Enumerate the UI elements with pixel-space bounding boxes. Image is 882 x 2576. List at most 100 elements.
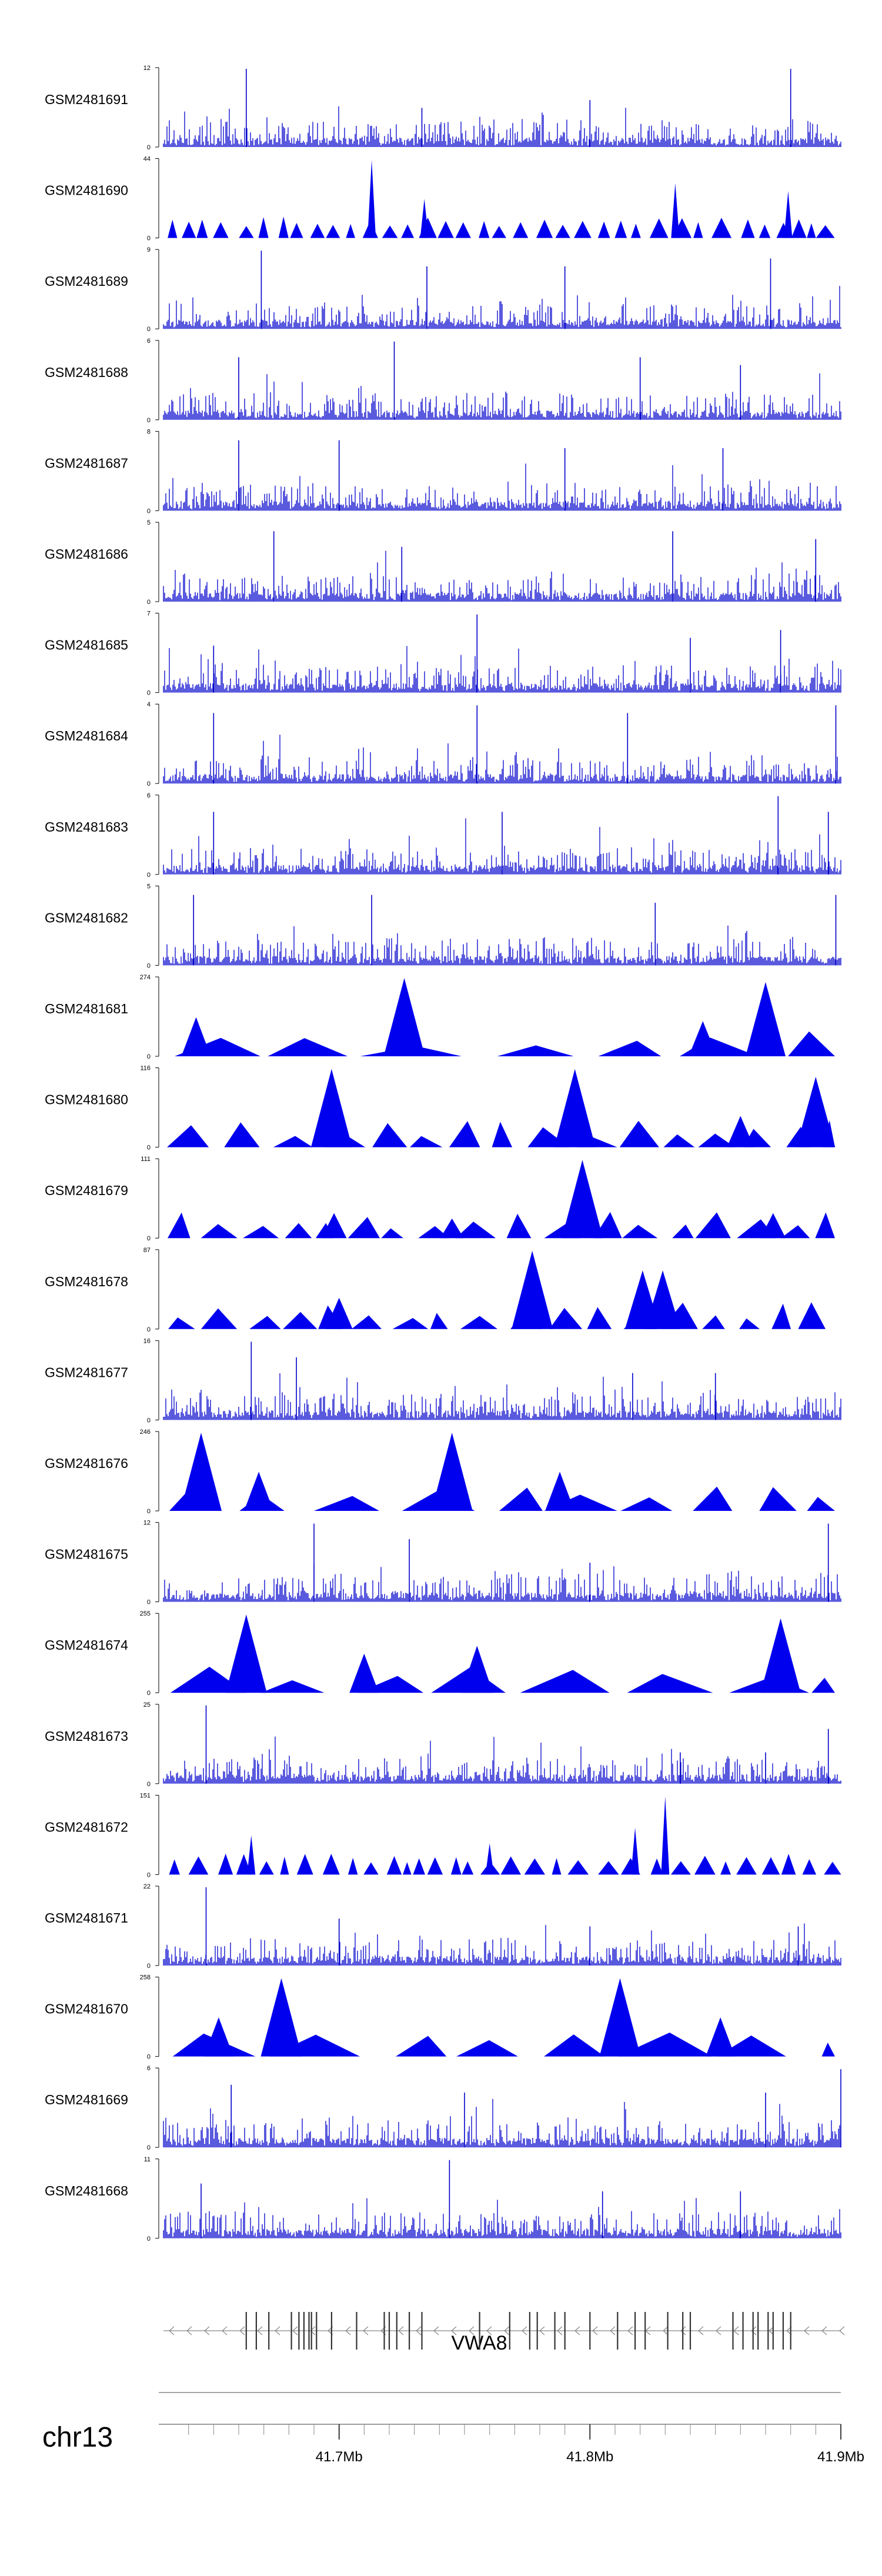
track-GSM2481669: GSM2481669 6 0 [45,2065,841,2151]
y-max-label: 6 [147,792,151,799]
track-GSM2481671: GSM2481671 22 0 [45,1883,841,1970]
signal-bars [163,106,841,147]
y-max-label: 255 [140,1610,151,1617]
track-label: GSM2481685 [45,638,128,653]
signal-segment [430,1313,448,1329]
signal-segment [821,2043,835,2057]
signal-segment [167,1125,209,1147]
strand-arrow [204,2326,210,2335]
signal-peak [368,159,376,238]
signal-segment [401,224,415,238]
signal-segment [168,219,178,238]
signal-segment [290,223,303,238]
track-GSM2481691: GSM2481691 12 0 [45,65,841,151]
signal-segment [499,1487,543,1511]
signal-segment [348,1217,380,1239]
signal-peak [631,1827,640,1875]
signal-segment [201,1308,238,1329]
signal-bars [163,2098,841,2148]
signal-segment [492,1122,513,1147]
signal-segment [392,1318,429,1329]
strand-arrow [539,2326,545,2335]
signal-bars [163,1373,841,1420]
y-max-label: 44 [143,156,151,163]
signal-segment [663,1134,695,1147]
signal-segment [650,1858,663,1875]
signal-peak [203,2017,233,2057]
signal-segment [310,223,325,238]
y-max-label: 11 [144,2156,151,2163]
signal-segment [720,1861,731,1875]
signal-bars [163,1736,841,1784]
signal-peak [321,1213,347,1239]
track-GSM2481668: GSM2481668 11 0 [45,2156,841,2243]
signal-segment [437,221,454,238]
strand-arrow [821,2326,827,2335]
y-max-label: 258 [140,1974,151,1981]
y-min-label: 0 [147,1508,151,1515]
track-GSM2481678: GSM2481678 87 0 [45,1247,826,1333]
track-label: GSM2481673 [45,1729,128,1744]
signal-peak [244,1471,274,1511]
y-max-label: 7 [147,610,151,618]
y-max-label: 87 [143,1247,151,1254]
strand-arrow [398,2326,404,2335]
track-GSM2481679: GSM2481679 111 0 [45,1156,835,1242]
signal-peak [796,1076,836,1147]
signal-peak [689,1021,717,1056]
signal-segment [574,221,592,238]
signal-peak [440,1218,464,1239]
track-label: GSM2481674 [45,1637,128,1653]
signal-bars [163,646,841,693]
signal-segment [413,1858,425,1875]
signal-bars [163,2198,841,2238]
track-label: GSM2481682 [45,910,128,925]
signal-segment [711,218,731,238]
strand-arrow [786,2326,792,2335]
signal-segment [717,2036,786,2057]
y-min-label: 0 [147,1235,151,1242]
signal-peak [671,183,680,238]
signal-peak [431,1433,473,1511]
y-max-label: 16 [143,1337,151,1344]
signal-peak [383,978,425,1056]
signal-segment [567,1860,589,1875]
y-max-label: 246 [140,1429,151,1436]
track-label: GSM2481676 [45,1456,128,1471]
signal-segment [694,1856,716,1875]
signal-segment [456,2040,518,2057]
signal-peak [545,1471,575,1511]
signal-peak [645,1270,681,1329]
signal-segment [363,1862,379,1875]
track-label: GSM2481678 [45,1274,128,1289]
signal-bars [163,925,841,966]
y-min-label: 0 [147,1963,151,1970]
y-min-label: 0 [147,2235,151,2243]
signal-segment [492,226,506,238]
signal-segment [815,1212,835,1239]
y-min-label: 0 [147,1871,151,1878]
signal-peak [485,1843,494,1875]
signal-segment [597,221,610,238]
strand-arrow [610,2326,616,2335]
strand-arrow [592,2326,598,2335]
y-min-label: 0 [147,690,151,697]
y-max-label: 25 [143,1701,151,1709]
strand-arrow [186,2326,192,2335]
signal-segment [268,1038,348,1056]
y-min-label: 0 [147,780,151,788]
strand-arrow [574,2326,580,2335]
y-max-label: 22 [143,1883,151,1890]
track-label: GSM2481669 [45,2092,128,2107]
track-GSM2481674: GSM2481674 255 0 [45,1610,835,1697]
signal-segment [168,1317,195,1329]
signal-segment [296,1854,313,1875]
strand-arrow [522,2326,527,2335]
track-label: GSM2481689 [45,273,128,289]
signal-segment [802,1859,817,1875]
y-max-label: 12 [143,65,151,72]
signal-segment [617,2033,713,2057]
strand-arrow [275,2326,280,2335]
strand-arrow [292,2326,298,2335]
y-min-label: 0 [147,2144,151,2151]
